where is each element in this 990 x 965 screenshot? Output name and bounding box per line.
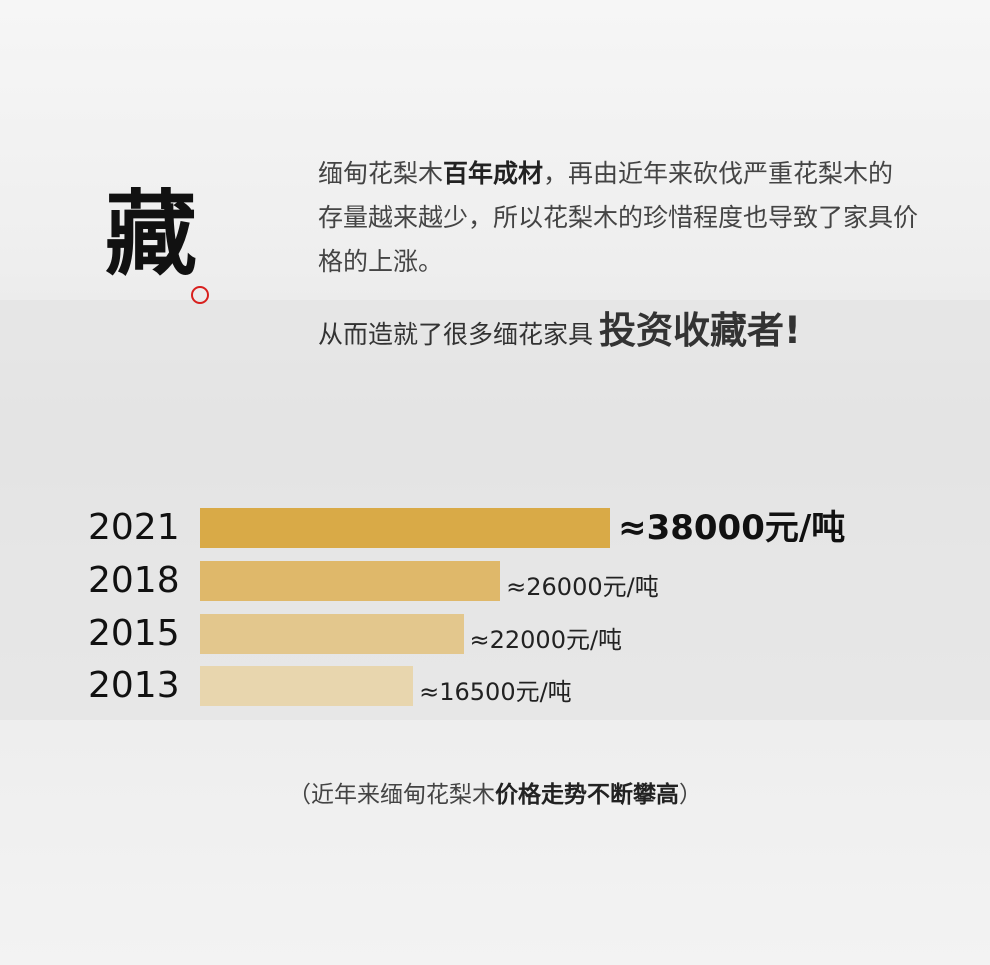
value-label: ≈26000元/吨 — [506, 573, 659, 601]
year-label: 2013 — [88, 665, 180, 706]
intro-text: 缅甸花梨木 — [318, 159, 444, 188]
year-label: 2018 — [88, 560, 180, 601]
intro-highlight: 百年成材 — [443, 159, 544, 188]
caption-close: ） — [679, 782, 702, 808]
red-circle-icon — [191, 286, 209, 304]
slogan: 从而造就了很多缅花家具 投资收藏者! — [318, 300, 801, 354]
bar — [200, 508, 611, 548]
value-label: ≈16500元/吨 — [419, 678, 572, 706]
value-label: ≈22000元/吨 — [469, 626, 623, 654]
bar — [200, 561, 501, 601]
year-label: 2015 — [88, 613, 180, 654]
year-label: 2021 — [88, 507, 180, 548]
bar — [200, 614, 464, 654]
slogan-highlight: 投资收藏者! — [599, 309, 801, 352]
caption-open: （近年来缅甸花梨木 — [288, 782, 495, 808]
intro-paragraph: 缅甸花梨木百年成材，再由近年来砍伐严重花梨木的存量越来越少，所以花梨木的珍惜程度… — [318, 152, 918, 284]
bar — [200, 666, 414, 706]
chart-caption: （近年来缅甸花梨木价格走势不断攀高） — [0, 775, 990, 809]
slogan-text: 从而造就了很多缅花家具 — [318, 320, 594, 349]
intro-text-rest: ，再由近年来砍伐严重花梨木的存量越来越少，所以花梨木的珍惜程度也导致了家具价格的… — [318, 159, 919, 276]
caption-highlight: 价格走势不断攀高 — [495, 782, 679, 808]
value-label: ≈38000元/吨 — [618, 508, 846, 548]
collect-character: 藏 — [105, 180, 198, 288]
